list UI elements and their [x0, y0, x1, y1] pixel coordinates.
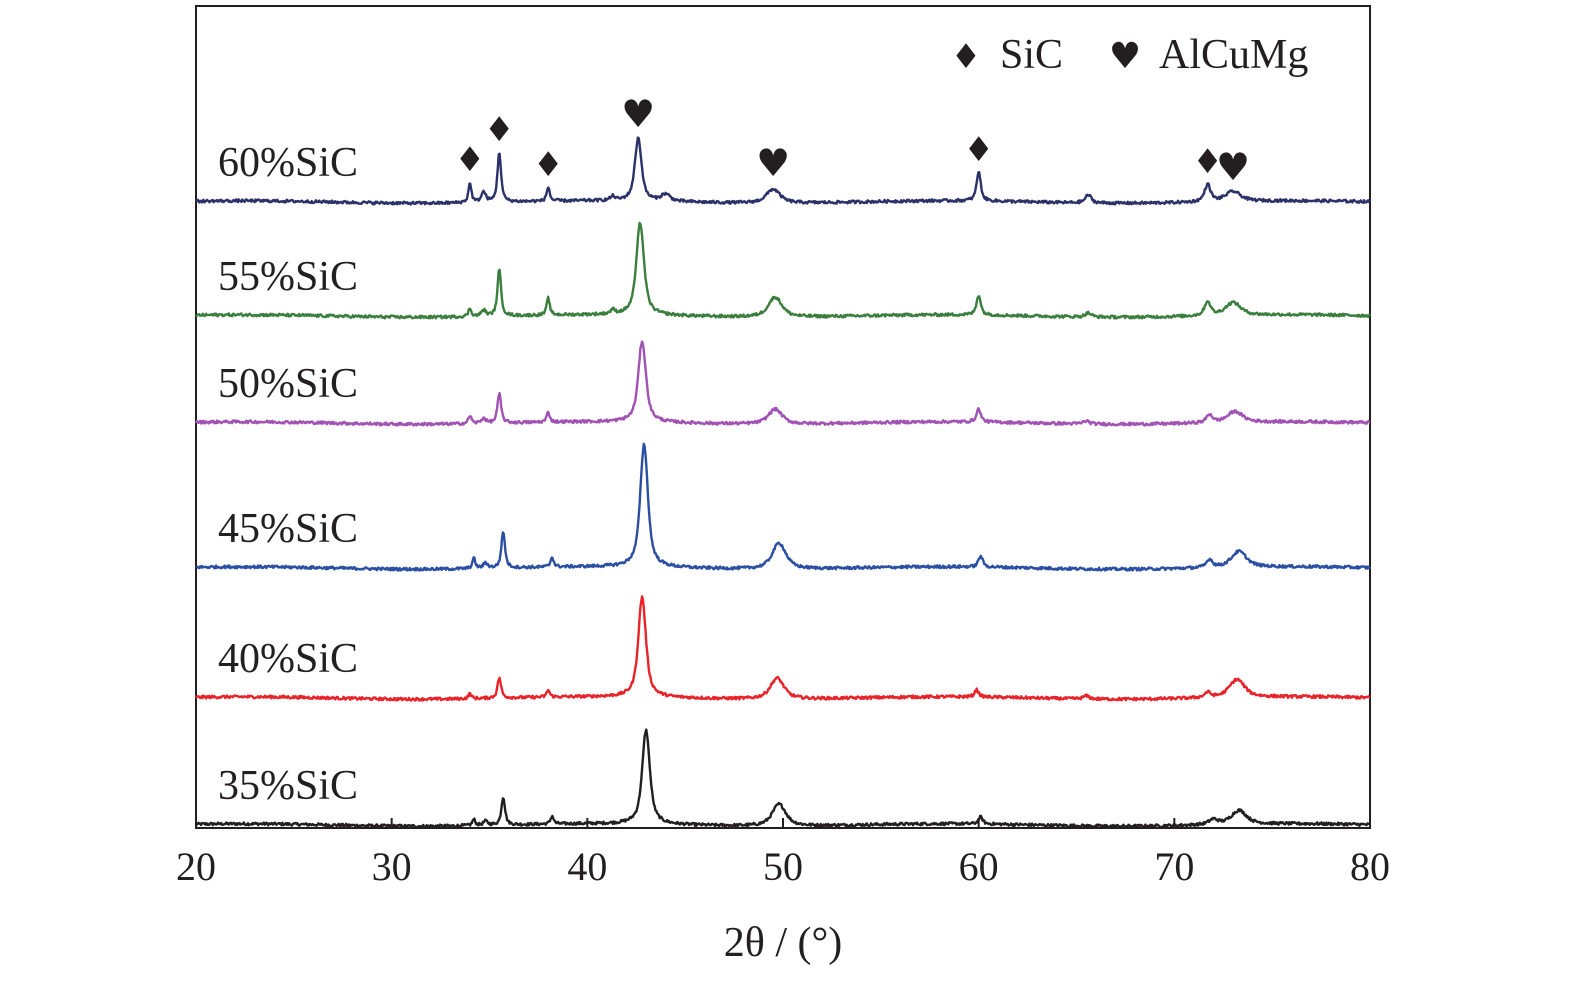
x-tick-label: 70 [1154, 844, 1194, 889]
series-line [194, 136, 1371, 206]
diamond-icon: ♦ [484, 110, 514, 150]
diamond-icon: ♦ [1192, 142, 1222, 182]
x-axis: 20 30 40 50 60 70 80 [176, 818, 1390, 889]
x-tick-label: 40 [567, 844, 607, 889]
legend-alcumg-icon: ♥ [1109, 36, 1141, 77]
diamond-icon: ♦ [455, 140, 485, 180]
series-label: 45%SiC [218, 506, 358, 552]
series-label: 40%SiC [218, 636, 358, 682]
heart-icon: ♥ [756, 141, 790, 185]
series-line [195, 221, 1372, 320]
legend-sic-label: SiC [1000, 32, 1063, 78]
series-label: 50%SiC [218, 361, 358, 407]
diamond-icon: ♦ [963, 130, 993, 170]
series-labels: 35%SiC 40%SiC 45%SiC 50%SiC 55%SiC 60%SiC [218, 140, 358, 809]
legend-sic-icon: ♦ [951, 37, 981, 77]
x-tick-label: 60 [959, 844, 999, 889]
series-group [194, 136, 1372, 829]
series-label: 60%SiC [218, 140, 358, 186]
legend: ♦ SiC ♥ AlCuMg [951, 32, 1309, 78]
legend-alcumg-label: AlCuMg [1159, 32, 1308, 78]
series-line [195, 442, 1371, 572]
heart-icon: ♥ [1216, 145, 1250, 189]
series-line [194, 340, 1371, 427]
x-axis-title: 2θ / (°) [724, 920, 843, 966]
x-tick-label: 20 [176, 844, 216, 889]
x-tick-label: 80 [1350, 844, 1390, 889]
series-label: 55%SiC [218, 254, 358, 300]
heart-icon: ♥ [621, 92, 655, 136]
series-label: 35%SiC [218, 763, 358, 809]
series-line [194, 595, 1371, 702]
x-tick-label: 50 [763, 844, 803, 889]
phase-annotations: ♦♦♦♥♥ ♦ ♦♥ [455, 92, 1250, 189]
x-tick-label: 30 [372, 844, 412, 889]
series-line [195, 728, 1371, 829]
diamond-icon: ♦ [533, 145, 563, 185]
